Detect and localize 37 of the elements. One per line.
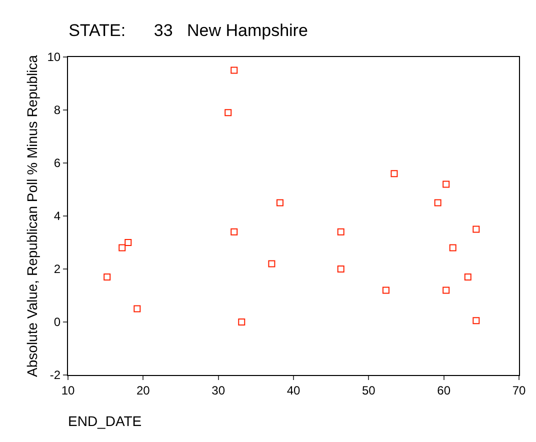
y-tick-label: 6 xyxy=(54,156,61,170)
point xyxy=(472,317,480,324)
point xyxy=(276,199,284,206)
point xyxy=(238,318,246,326)
x-tick-label: 30 xyxy=(212,383,226,398)
y-axis-title: Absolute Value, Republican Poll % Minus Republica xyxy=(24,54,40,377)
point xyxy=(337,266,344,272)
point xyxy=(442,180,450,188)
y-tick-label: 8 xyxy=(54,103,61,118)
y-tick-label: 4 xyxy=(54,209,61,224)
point xyxy=(104,273,111,280)
y-tick-label: 2 xyxy=(54,262,61,276)
y-tick-label: 0 xyxy=(54,315,61,330)
x-tick-label: 40 xyxy=(286,383,300,398)
chart-title: STATE: 33 New Hampshire xyxy=(68,21,308,40)
point xyxy=(268,260,276,268)
point xyxy=(449,244,456,252)
point xyxy=(472,226,480,233)
point xyxy=(434,199,442,206)
x-tick-label: 50 xyxy=(362,383,376,398)
point xyxy=(464,273,472,280)
point xyxy=(382,286,390,294)
y-tick-label: 10 xyxy=(47,50,61,64)
y-tick-label: -2 xyxy=(50,368,61,382)
point xyxy=(134,305,141,312)
point xyxy=(390,170,398,178)
x-tick-label: 20 xyxy=(136,383,150,398)
x-axis-title: END_DATE xyxy=(68,413,142,429)
point xyxy=(124,239,132,246)
point xyxy=(442,286,450,294)
point xyxy=(224,109,232,116)
x-tick-label: 70 xyxy=(512,383,526,398)
point xyxy=(230,66,238,74)
point xyxy=(337,228,344,236)
point xyxy=(118,244,126,252)
x-tick-label: 60 xyxy=(437,383,451,398)
point xyxy=(230,228,238,236)
